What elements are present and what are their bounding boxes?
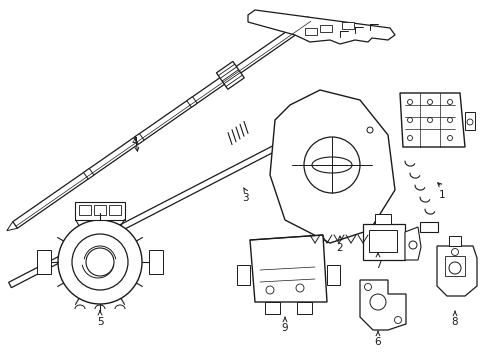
Bar [79,205,91,215]
Circle shape [72,234,128,290]
Polygon shape [9,127,311,288]
Polygon shape [436,246,476,296]
Bar [296,302,311,314]
Polygon shape [186,97,197,107]
Text: 1: 1 [438,190,445,200]
Text: 6: 6 [374,337,381,347]
Bar [319,25,331,32]
Bar [326,265,339,285]
Bar [37,250,51,274]
Polygon shape [249,235,326,302]
Circle shape [58,220,142,304]
Bar [264,302,280,314]
Polygon shape [399,93,464,147]
Polygon shape [404,227,420,260]
Polygon shape [83,168,94,179]
Polygon shape [269,90,394,243]
Bar [341,22,353,29]
Text: 3: 3 [241,193,248,203]
Bar [237,265,249,285]
Polygon shape [7,222,17,231]
Bar [374,214,390,224]
Bar [94,205,106,215]
Bar [419,222,437,232]
Polygon shape [247,10,394,44]
Circle shape [304,137,359,193]
Bar [75,202,125,220]
Circle shape [86,248,114,276]
Polygon shape [13,17,312,228]
Text: 7: 7 [374,260,381,270]
Text: 8: 8 [451,317,457,327]
Polygon shape [134,134,144,144]
Text: 2: 2 [336,243,343,253]
Bar [448,236,460,246]
Polygon shape [216,62,244,89]
Bar [362,224,404,260]
Bar [305,28,316,35]
Polygon shape [359,280,405,330]
Bar [149,250,163,274]
Text: 9: 9 [281,323,288,333]
Text: 5: 5 [97,317,103,327]
Bar [368,230,396,252]
Bar [444,256,464,276]
Bar [109,205,121,215]
Bar [464,112,474,130]
Text: 4: 4 [131,137,138,147]
